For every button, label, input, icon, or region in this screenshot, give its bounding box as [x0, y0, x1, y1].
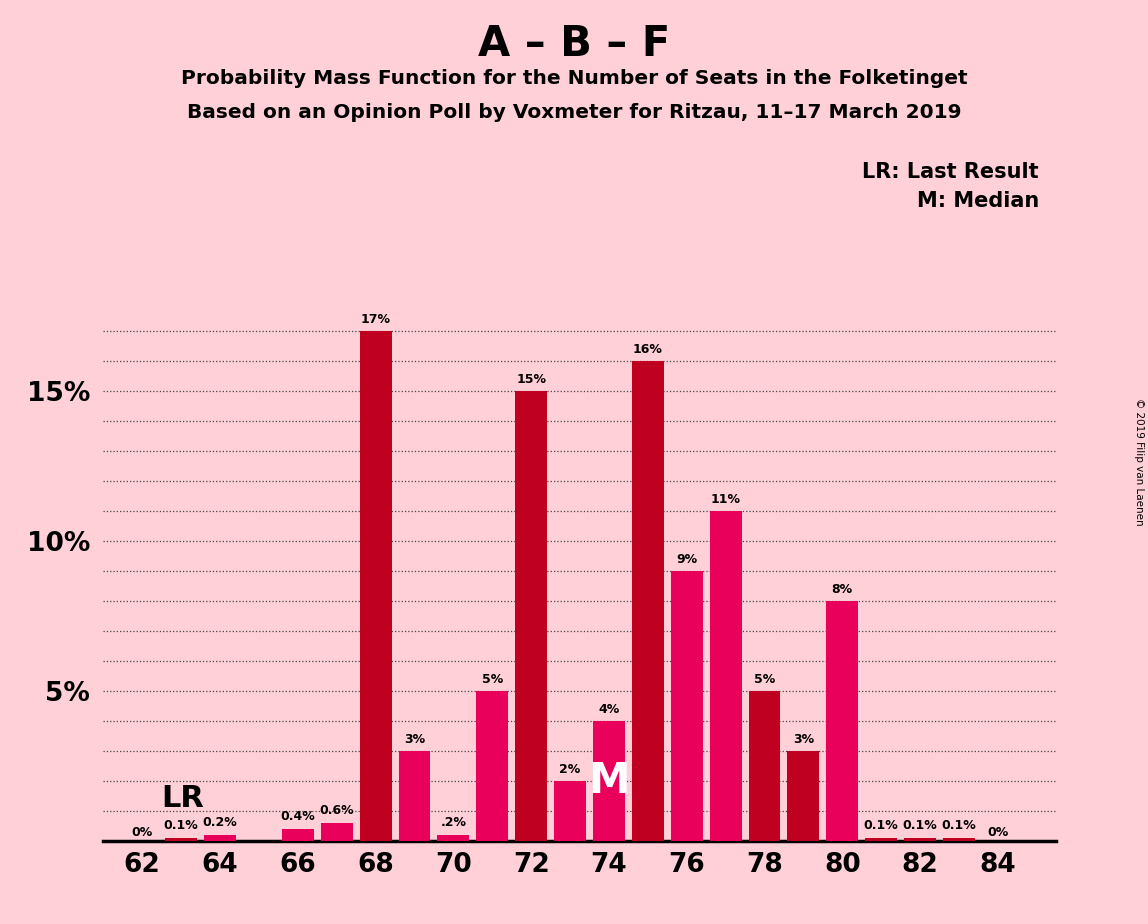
Text: 0.1%: 0.1% — [164, 820, 199, 833]
Bar — [476, 691, 509, 841]
Bar — [165, 838, 197, 841]
Text: A – B – F: A – B – F — [478, 23, 670, 65]
Text: 17%: 17% — [360, 313, 390, 326]
Text: Based on an Opinion Poll by Voxmeter for Ritzau, 11–17 March 2019: Based on an Opinion Poll by Voxmeter for… — [187, 103, 961, 123]
Bar — [594, 721, 625, 841]
Text: M: Median: M: Median — [917, 191, 1039, 212]
Bar — [866, 838, 897, 841]
Bar — [515, 392, 548, 841]
Bar — [281, 829, 313, 841]
Bar — [748, 691, 781, 841]
Text: 11%: 11% — [711, 492, 740, 505]
Bar — [943, 838, 975, 841]
Text: 0.2%: 0.2% — [202, 817, 238, 830]
Text: 0.1%: 0.1% — [941, 820, 976, 833]
Bar — [398, 751, 430, 841]
Text: 16%: 16% — [633, 343, 662, 356]
Text: 5%: 5% — [482, 673, 503, 686]
Text: 3%: 3% — [793, 733, 814, 746]
Bar — [320, 823, 352, 841]
Text: 0%: 0% — [987, 826, 1008, 839]
Bar — [788, 751, 820, 841]
Bar — [359, 332, 391, 841]
Bar — [437, 835, 470, 841]
Bar — [670, 571, 703, 841]
Text: 15%: 15% — [517, 373, 546, 386]
Text: 8%: 8% — [831, 583, 853, 596]
Text: Probability Mass Function for the Number of Seats in the Folketinget: Probability Mass Function for the Number… — [180, 69, 968, 89]
Text: 2%: 2% — [559, 762, 581, 775]
Text: 0.4%: 0.4% — [280, 810, 316, 823]
Text: 9%: 9% — [676, 553, 697, 565]
Bar — [709, 511, 742, 841]
Text: 0%: 0% — [132, 826, 153, 839]
Bar — [905, 838, 936, 841]
Text: M: M — [588, 760, 629, 802]
Text: LR: Last Result: LR: Last Result — [862, 162, 1039, 182]
Text: 0.1%: 0.1% — [863, 820, 899, 833]
Text: 0.6%: 0.6% — [319, 805, 354, 818]
Text: 5%: 5% — [754, 673, 775, 686]
Bar — [631, 361, 664, 841]
Text: 4%: 4% — [598, 702, 620, 715]
Bar — [827, 602, 859, 841]
Bar — [554, 781, 585, 841]
Text: .2%: .2% — [441, 817, 466, 830]
Text: 3%: 3% — [404, 733, 425, 746]
Text: © 2019 Filip van Laenen: © 2019 Filip van Laenen — [1134, 398, 1143, 526]
Text: LR: LR — [162, 784, 204, 813]
Bar — [204, 835, 236, 841]
Text: 0.1%: 0.1% — [902, 820, 938, 833]
